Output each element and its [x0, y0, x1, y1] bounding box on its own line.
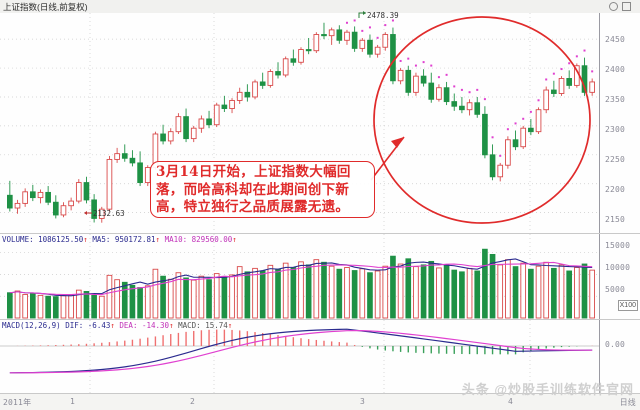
callout-note-box: 3月14日开始，上证指数大幅回落，而哈高科却在此期间创下新高，特立独行之品质展露… — [150, 161, 375, 218]
volume-tick: 15000 — [605, 241, 631, 250]
macd-panel: MACD(12,26,9) DIF: -6.43↑ DEA: -14.30↑ M… — [0, 319, 640, 394]
price-tick: 2300 — [605, 125, 626, 134]
price-tick: 2250 — [605, 155, 626, 164]
dif-arrow: ↑ — [110, 321, 115, 330]
macd-plot-area[interactable] — [0, 320, 600, 394]
price-y-axis: 2450 2400 2350 2300 2250 2200 2150 — [599, 13, 640, 233]
volume-info-line: VOLUME: 1086125.50↑ MA5: 950172.81↑ MA10… — [2, 235, 237, 244]
callout-note-text: 3月14日开始，上证指数大幅回落，而哈高科却在此期间创下新高，特立独行之品质展露… — [156, 164, 351, 215]
volume-tick: 5000 — [605, 285, 626, 294]
dif-label: DIF: — [65, 321, 84, 330]
volume-y-axis: 15000 10000 5000 X100 — [599, 234, 640, 320]
vol-ma10-label: MA10: — [164, 235, 188, 244]
macd-y-axis: 0.00 — [599, 320, 640, 394]
vol-ma10-arrow: ↑ — [232, 235, 237, 244]
axis-year-label: 2011年 — [3, 398, 32, 407]
axis-month-tick: 4 — [508, 397, 514, 406]
axis-month-tick: 1 — [70, 397, 76, 406]
dea-arrow: ↑ — [169, 321, 174, 330]
macd-hist-value: 15.74 — [205, 321, 228, 330]
volume-arrow: ↑ — [83, 235, 88, 244]
vol-ma10-value: 829560.00 — [191, 235, 233, 244]
volume-label: VOLUME: — [2, 235, 34, 244]
volume-multiplier-tag: X100 — [617, 300, 638, 311]
window-titlebar: 上证指数(日线,前复权) — [0, 0, 640, 14]
axis-month-tick: 2 — [190, 397, 196, 406]
page-title: 上证指数(日线,前复权) — [3, 2, 88, 12]
volume-panel: VOLUME: 1086125.50↑ MA5: 950172.81↑ MA10… — [0, 233, 640, 320]
low-price-marker: 2132.63 — [84, 209, 125, 218]
maximize-icon[interactable] — [622, 2, 631, 11]
macd-title: MACD(12,26,9) — [2, 321, 61, 330]
axis-period-label: 日线 — [619, 398, 636, 407]
macd-info-line: MACD(12,26,9) DIF: -6.43↑ DEA: -14.30↑ M… — [2, 321, 232, 330]
price-tick: 2200 — [605, 185, 626, 194]
axis-month-tick: 3 — [360, 397, 366, 406]
dea-label: DEA: — [119, 321, 138, 330]
vol-ma5-value: 950172.81 — [114, 235, 156, 244]
volume-value: 1086125.50 — [38, 235, 84, 244]
macd-hist-label: MACD: — [178, 321, 201, 330]
volume-tick: 10000 — [605, 263, 631, 272]
left-marker-icon — [84, 211, 92, 215]
price-tick: 2450 — [605, 35, 626, 44]
vol-ma5-arrow: ↑ — [155, 235, 161, 244]
dif-value: -6.43 — [87, 321, 111, 330]
price-tick: 2350 — [605, 95, 626, 104]
price-tick: 2400 — [605, 65, 626, 74]
vol-ma5-label: MA5: — [92, 235, 111, 244]
macd-hist-arrow: ↑ — [227, 321, 233, 330]
dea-value: -14.30 — [141, 321, 170, 330]
price-tick: 2150 — [605, 215, 626, 224]
macd-chart — [0, 320, 600, 394]
up-marker-icon — [358, 11, 366, 18]
macd-tick: 0.00 — [605, 340, 626, 349]
volume-bars-chart — [0, 234, 600, 320]
time-axis: 2011年 1 2 3 4 日线 — [0, 393, 640, 410]
high-price-marker: 2478.39 — [358, 11, 399, 20]
watermark-text: 头条 @炒股手训练软件官网 — [461, 382, 634, 397]
minimize-icon[interactable] — [609, 2, 618, 11]
volume-plot-area[interactable] — [0, 234, 600, 320]
